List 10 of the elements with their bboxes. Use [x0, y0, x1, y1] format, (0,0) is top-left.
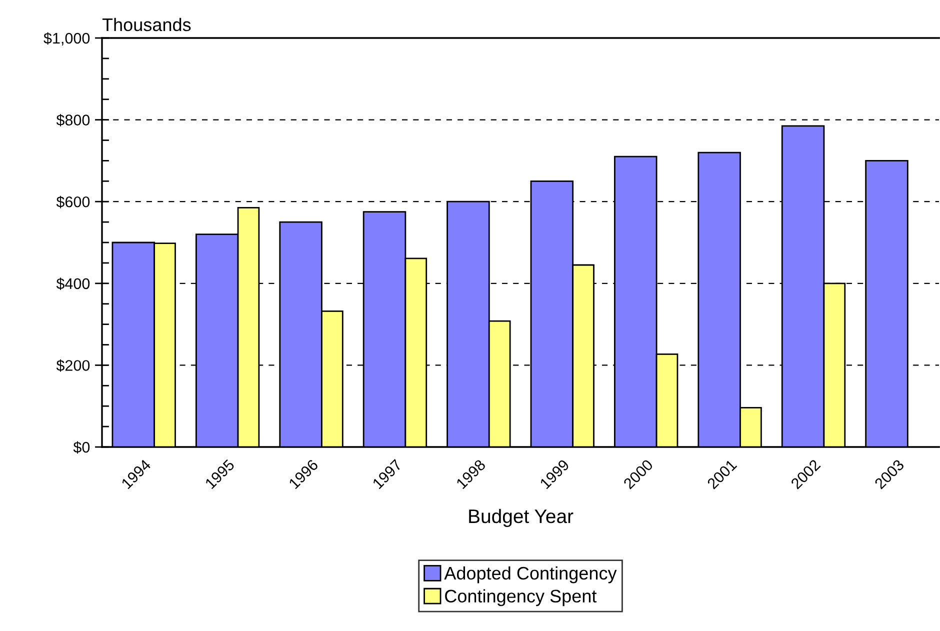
x-axis-title: Budget Year	[469, 508, 574, 528]
y-axis-title: Thousands	[102, 18, 191, 32]
y-tick-label: $0	[73, 441, 90, 454]
y-tick-label: $600	[56, 196, 90, 208]
legend-label: Contingency Spent	[445, 589, 597, 606]
y-tick-label: $200	[56, 359, 90, 372]
y-tick-label: $400	[56, 278, 90, 290]
y-tick-label: $1,000	[44, 32, 90, 46]
legend-label: Adopted Contingency	[444, 566, 617, 584]
y-tick-label: $800	[56, 114, 90, 126]
